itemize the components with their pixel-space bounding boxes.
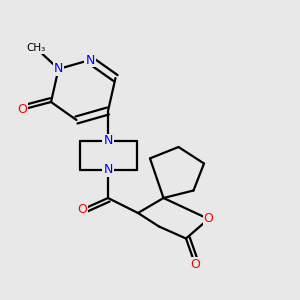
Text: N: N <box>54 62 63 76</box>
Text: N: N <box>103 163 113 176</box>
Text: N: N <box>103 134 113 148</box>
Text: O: O <box>78 203 87 216</box>
Text: O: O <box>190 257 200 271</box>
Text: O: O <box>204 212 213 226</box>
Text: N: N <box>85 53 95 67</box>
Text: O: O <box>18 103 27 116</box>
Text: CH₃: CH₃ <box>26 43 46 53</box>
